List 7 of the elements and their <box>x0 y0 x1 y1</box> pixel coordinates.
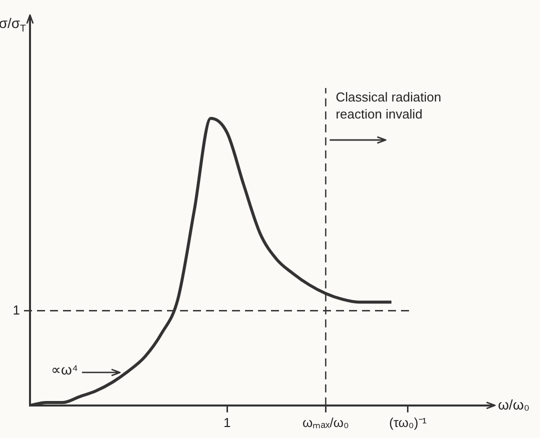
x-tick-label: 1 <box>224 414 231 430</box>
x-axis-title: ω/ω₀ <box>498 396 530 412</box>
annotation: ∝ω⁴ <box>51 361 78 378</box>
x-tick-label: ωₘₐₓ/ω₀ <box>302 414 349 430</box>
x-tick-label: (τω₀)⁻¹ <box>389 414 428 430</box>
text: 1 <box>12 302 20 318</box>
annotation: Classical radiation reaction invalid <box>336 90 442 122</box>
